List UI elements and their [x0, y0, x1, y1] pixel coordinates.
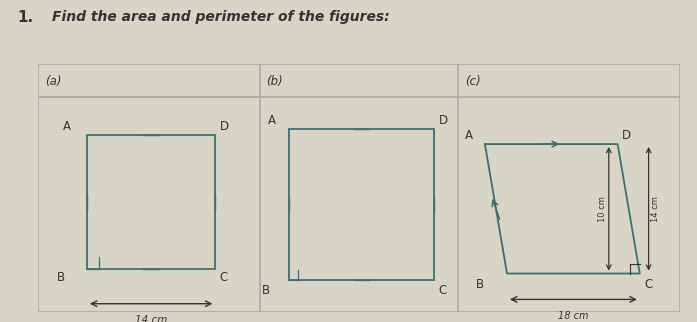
Text: A: A — [63, 120, 71, 133]
Bar — [87, 136, 215, 269]
Text: D: D — [438, 114, 447, 127]
Text: 10 cm: 10 cm — [597, 196, 606, 222]
Text: (a): (a) — [45, 75, 61, 88]
Text: A: A — [465, 129, 473, 142]
Bar — [289, 129, 434, 280]
Text: 18 cm: 18 cm — [558, 311, 589, 321]
Text: C: C — [220, 271, 228, 284]
Text: D: D — [622, 129, 631, 142]
Text: Find the area and perimeter of the figures:: Find the area and perimeter of the figur… — [52, 10, 390, 24]
Text: B: B — [476, 278, 484, 291]
Text: B: B — [261, 284, 270, 297]
Text: 1.: 1. — [17, 10, 33, 25]
Text: D: D — [220, 120, 229, 133]
Text: C: C — [644, 278, 652, 291]
Text: (b): (b) — [266, 75, 283, 88]
Text: C: C — [438, 284, 447, 297]
Text: (c): (c) — [465, 75, 480, 88]
Text: 14 cm: 14 cm — [135, 315, 167, 322]
Text: A: A — [268, 114, 275, 127]
Text: 14 cm: 14 cm — [651, 196, 660, 222]
Text: B: B — [56, 271, 65, 284]
